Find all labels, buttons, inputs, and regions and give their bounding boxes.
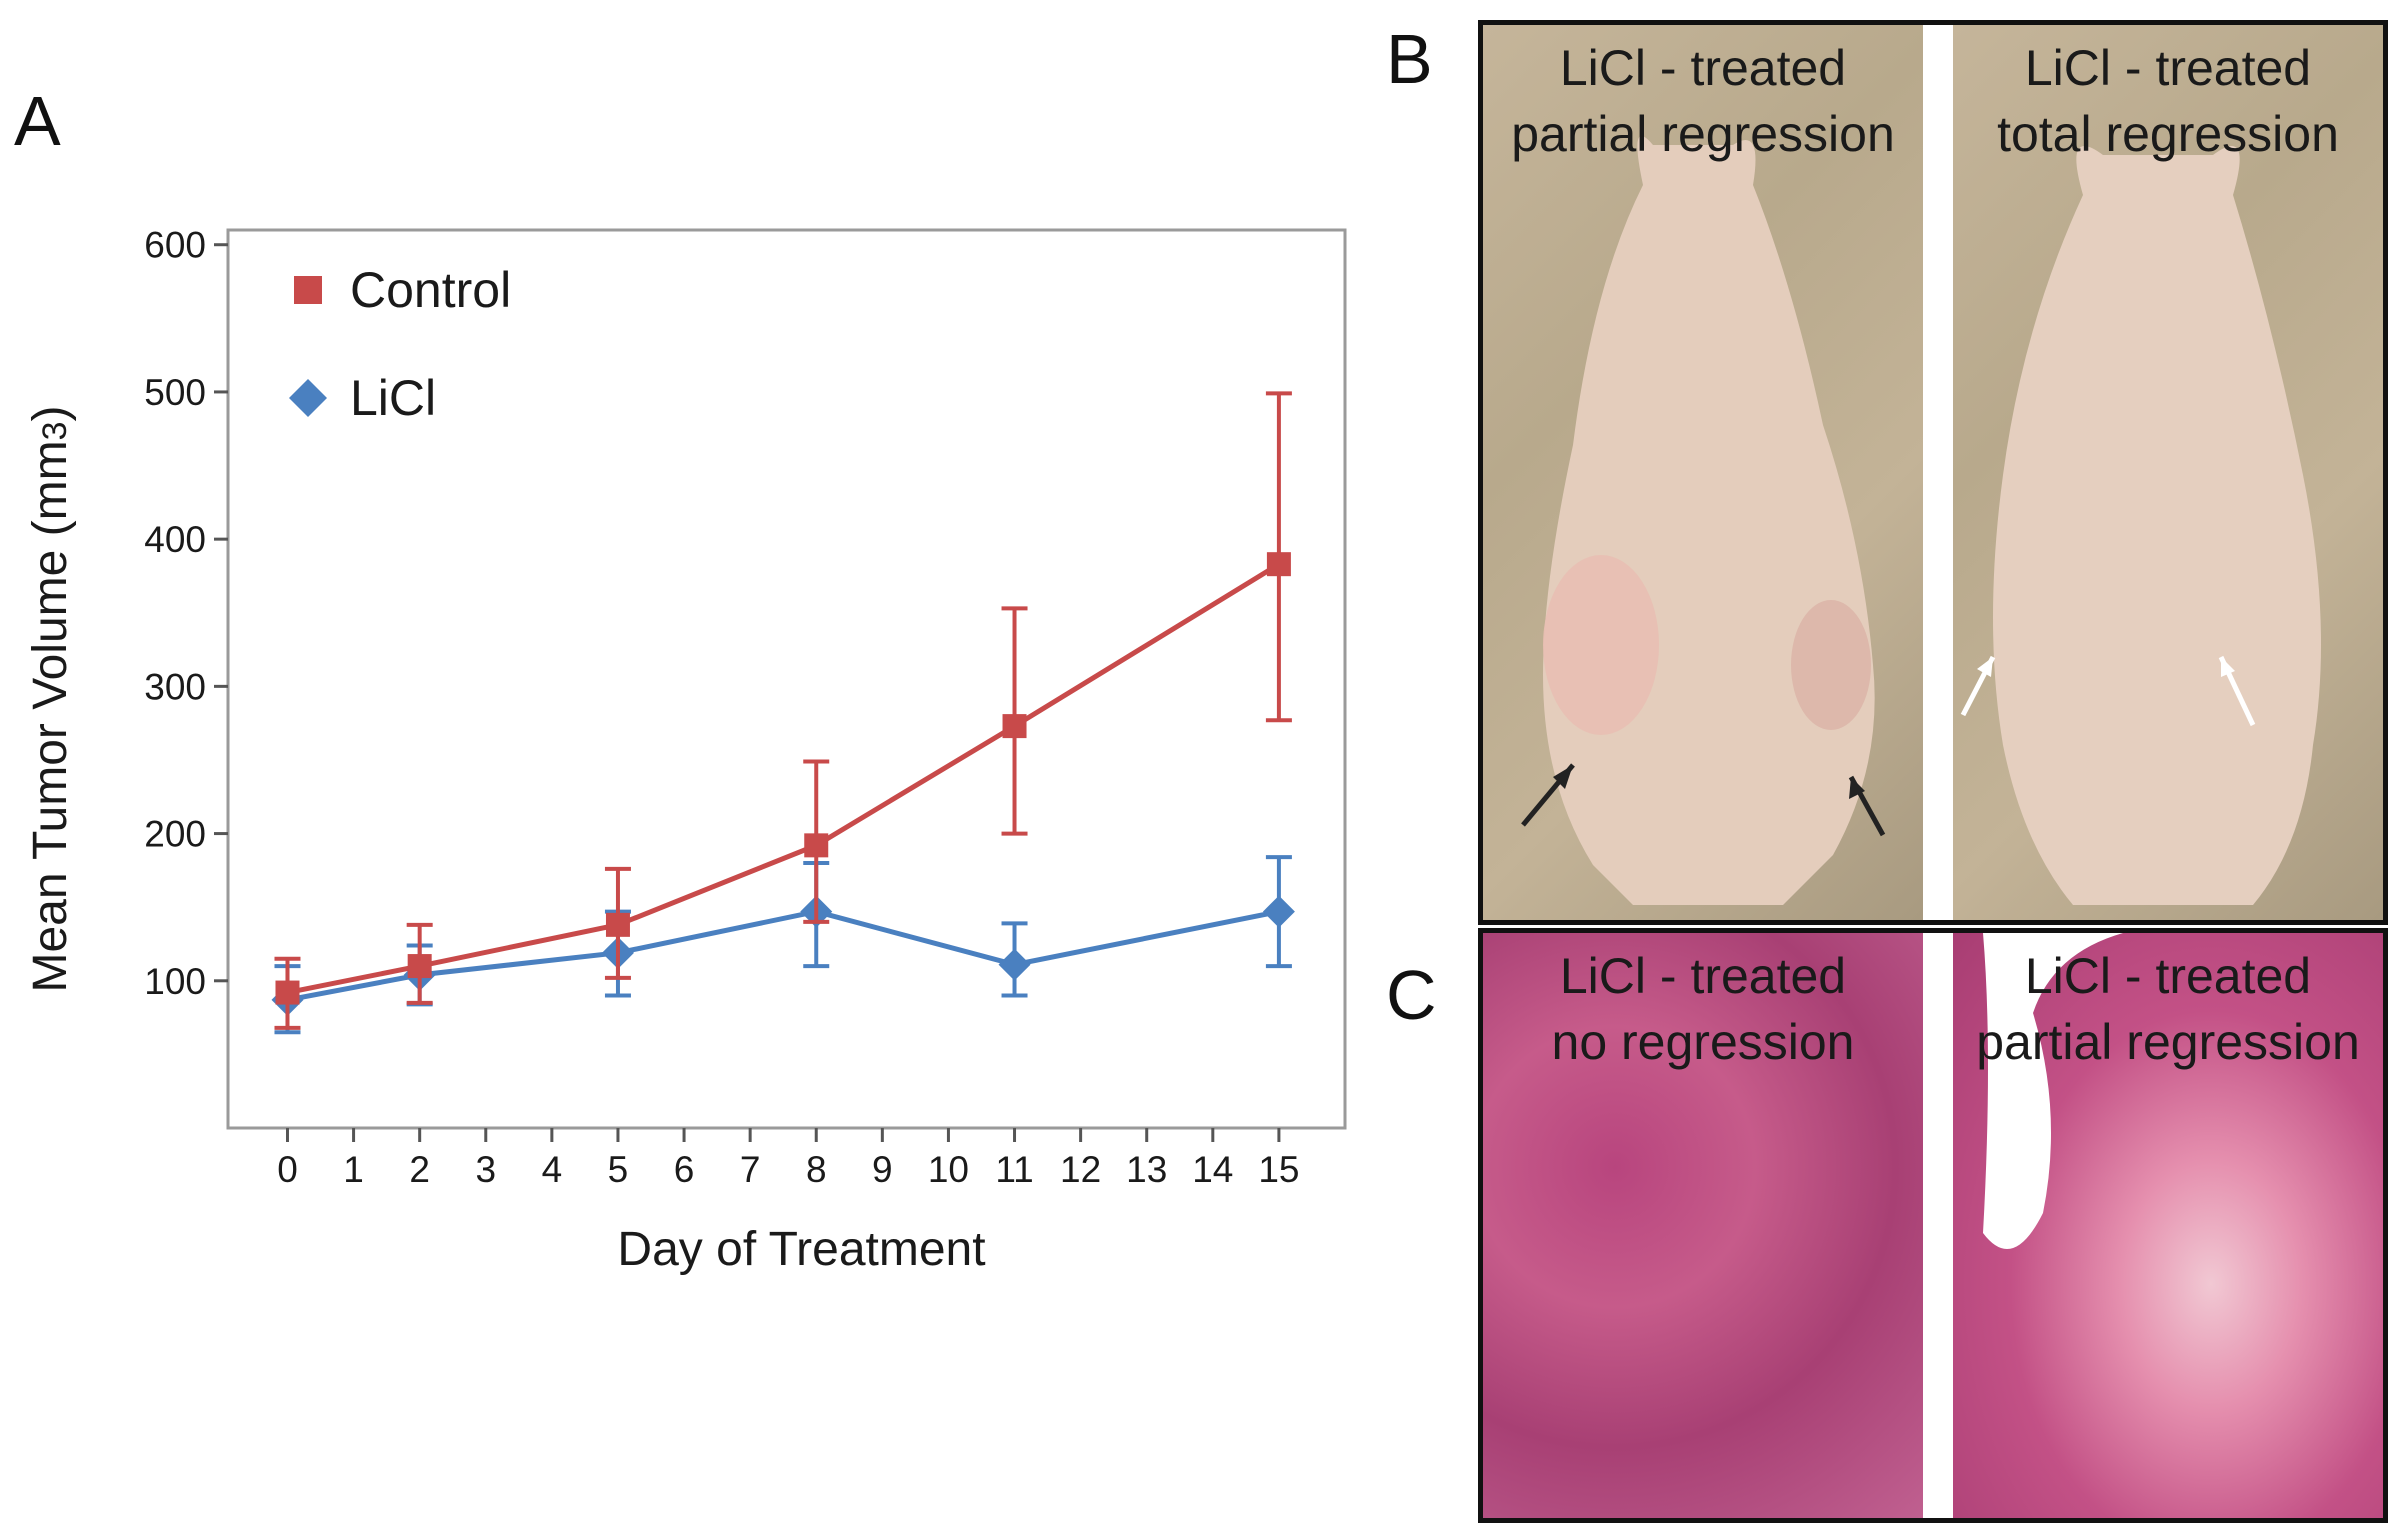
panel-label-a: A <box>14 82 61 160</box>
x-tick-label: 3 <box>475 1149 496 1190</box>
licl-data-point <box>998 948 1031 981</box>
mouse-illustration-right <box>1960 146 2321 905</box>
panel-b-left-caption: LiCl - treated partial regression <box>1483 35 1923 167</box>
y-tick-label: 300 <box>144 666 206 707</box>
panel-label-c: C <box>1386 956 1437 1034</box>
x-tick-label: 10 <box>928 1149 969 1190</box>
y-axis-title: Mean Tumor Volume (mm3) <box>24 405 77 992</box>
x-tick-label: 13 <box>1126 1149 1167 1190</box>
control-data-point <box>407 954 432 979</box>
x-tick-label: 5 <box>608 1149 629 1190</box>
x-tick-label: 7 <box>740 1149 761 1190</box>
x-tick-label: 4 <box>542 1149 563 1190</box>
y-tick-label: 100 <box>144 961 206 1002</box>
legend-control-label: Control <box>350 262 511 318</box>
x-tick-label: 2 <box>409 1149 430 1190</box>
y-axis-title-tail: ) <box>24 405 77 421</box>
control-data-point <box>804 833 829 858</box>
panel-c-histology: LiCl - treated no regression LiCl - trea… <box>1478 928 2388 1523</box>
control-data-point <box>275 980 300 1005</box>
plot-frame <box>226 228 1347 1130</box>
caption-line: partial regression <box>1976 1014 2360 1070</box>
mouse-illustration-left <box>1521 136 1886 905</box>
control-series-line <box>286 562 1281 996</box>
x-tick-label: 12 <box>1060 1149 1101 1190</box>
caption-line: LiCl - treated <box>2024 40 2312 96</box>
histology-void-shape <box>1953 933 2123 1249</box>
legend-licl-marker <box>289 379 327 417</box>
y-axis-title-sub: 3 <box>36 421 74 440</box>
x-tick-label: 14 <box>1192 1149 1233 1190</box>
photo-divider <box>1923 25 1953 920</box>
panel-b-photographs: LiCl - treated partial regression LiCl -… <box>1478 20 2388 925</box>
x-axis-title: Day of Treatment <box>617 1223 985 1276</box>
mouse-photo-partial-regression: LiCl - treated partial regression <box>1483 25 1923 920</box>
panel-c-right-caption: LiCl - treated partial regression <box>1953 943 2383 1075</box>
y-axis-title-main: Mean Tumor Volume (mm <box>24 440 77 992</box>
panel-b-right-caption: LiCl - treated total regression <box>1953 35 2383 167</box>
mouse-photo-total-regression: LiCl - treated total regression <box>1953 25 2383 920</box>
legend-licl-label: LiCl <box>350 370 436 426</box>
legend-control-marker <box>294 276 322 304</box>
control-data-point <box>1266 552 1291 577</box>
caption-line: LiCl - treated <box>1559 948 1847 1004</box>
panel-c-left-caption: LiCl - treated no regression <box>1483 943 1923 1075</box>
caption-line: total regression <box>1997 106 2339 162</box>
y-tick-label: 500 <box>144 372 206 413</box>
photo-divider <box>1923 933 1953 1518</box>
licl-data-point <box>1262 895 1295 928</box>
x-tick-label: 11 <box>995 1149 1033 1190</box>
caption-line: LiCl - treated <box>2024 948 2312 1004</box>
histology-no-regression: LiCl - treated no regression <box>1483 933 1923 1518</box>
licl-series-line <box>287 909 1280 1003</box>
control-data-point <box>1002 714 1027 739</box>
x-tick-label: 1 <box>343 1149 364 1190</box>
histology-partial-regression: LiCl - treated partial regression <box>1953 933 2383 1518</box>
x-tick-label: 0 <box>277 1149 298 1190</box>
caption-line: no regression <box>1551 1014 1855 1070</box>
x-tick-label: 9 <box>872 1149 893 1190</box>
control-data-point <box>605 912 630 937</box>
x-tick-label: 6 <box>674 1149 695 1190</box>
panel-label-b: B <box>1386 20 1433 98</box>
x-tick-label: 8 <box>806 1149 827 1190</box>
y-tick-label: 400 <box>144 519 206 560</box>
y-tick-label: 200 <box>144 814 206 855</box>
caption-line: LiCl - treated <box>1559 40 1847 96</box>
x-tick-label: 15 <box>1258 1149 1299 1190</box>
caption-line: partial regression <box>1511 106 1895 162</box>
y-tick-label: 600 <box>144 225 206 266</box>
